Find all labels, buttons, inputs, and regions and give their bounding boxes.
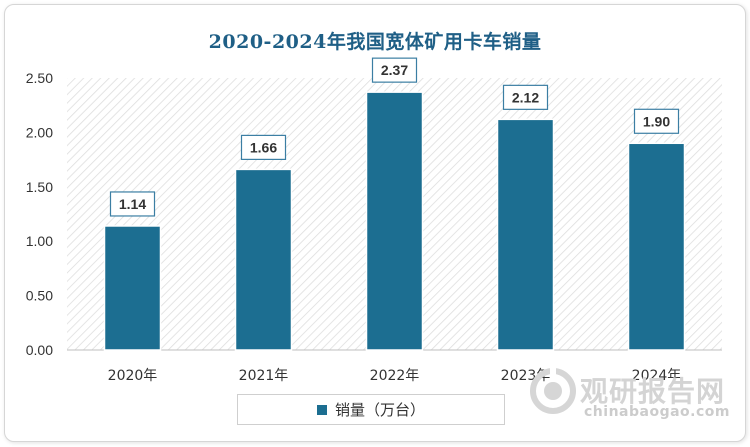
- data-label: 1.66: [250, 139, 277, 155]
- watermark: 观研报告网 chinabaogao.com: [528, 366, 743, 426]
- legend-label: 销量（万台）: [334, 401, 425, 419]
- bar: [103, 225, 162, 351]
- data-label-box: [633, 108, 680, 134]
- bar: [627, 142, 686, 351]
- x-tick-label: 2024年: [632, 368, 682, 384]
- x-tick-label: 2020年: [108, 368, 158, 384]
- watermark-logo-icon: [530, 366, 576, 414]
- bar: [365, 91, 424, 351]
- y-tick-label: 2.00: [26, 124, 53, 140]
- x-tick-label: 2022年: [370, 368, 420, 384]
- y-tick-label: 1.00: [26, 233, 53, 249]
- bar: [234, 168, 293, 351]
- legend-swatch: [316, 404, 327, 415]
- watermark-name: 观研报告网: [580, 375, 726, 408]
- data-label-box: [240, 134, 287, 160]
- data-label-box: [502, 84, 549, 110]
- bar: [496, 118, 555, 351]
- data-label: 2.37: [381, 62, 408, 78]
- data-label: 2.12: [512, 89, 539, 105]
- watermark-url: chinabaogao.com: [584, 404, 730, 420]
- data-label-box: [109, 191, 156, 217]
- y-tick-label: 0.00: [26, 342, 53, 358]
- legend: 销量（万台）: [237, 394, 505, 425]
- y-tick-label: 2.50: [26, 70, 53, 86]
- data-label-box: [371, 57, 418, 83]
- data-label: 1.90: [643, 113, 670, 129]
- y-tick-label: 1.50: [26, 179, 53, 195]
- data-label: 1.14: [119, 196, 146, 212]
- x-tick-label: 2021年: [239, 368, 289, 384]
- y-tick-label: 0.50: [26, 288, 53, 304]
- chart-title: 2020-2024年我国宽体矿用卡车销量: [208, 31, 542, 53]
